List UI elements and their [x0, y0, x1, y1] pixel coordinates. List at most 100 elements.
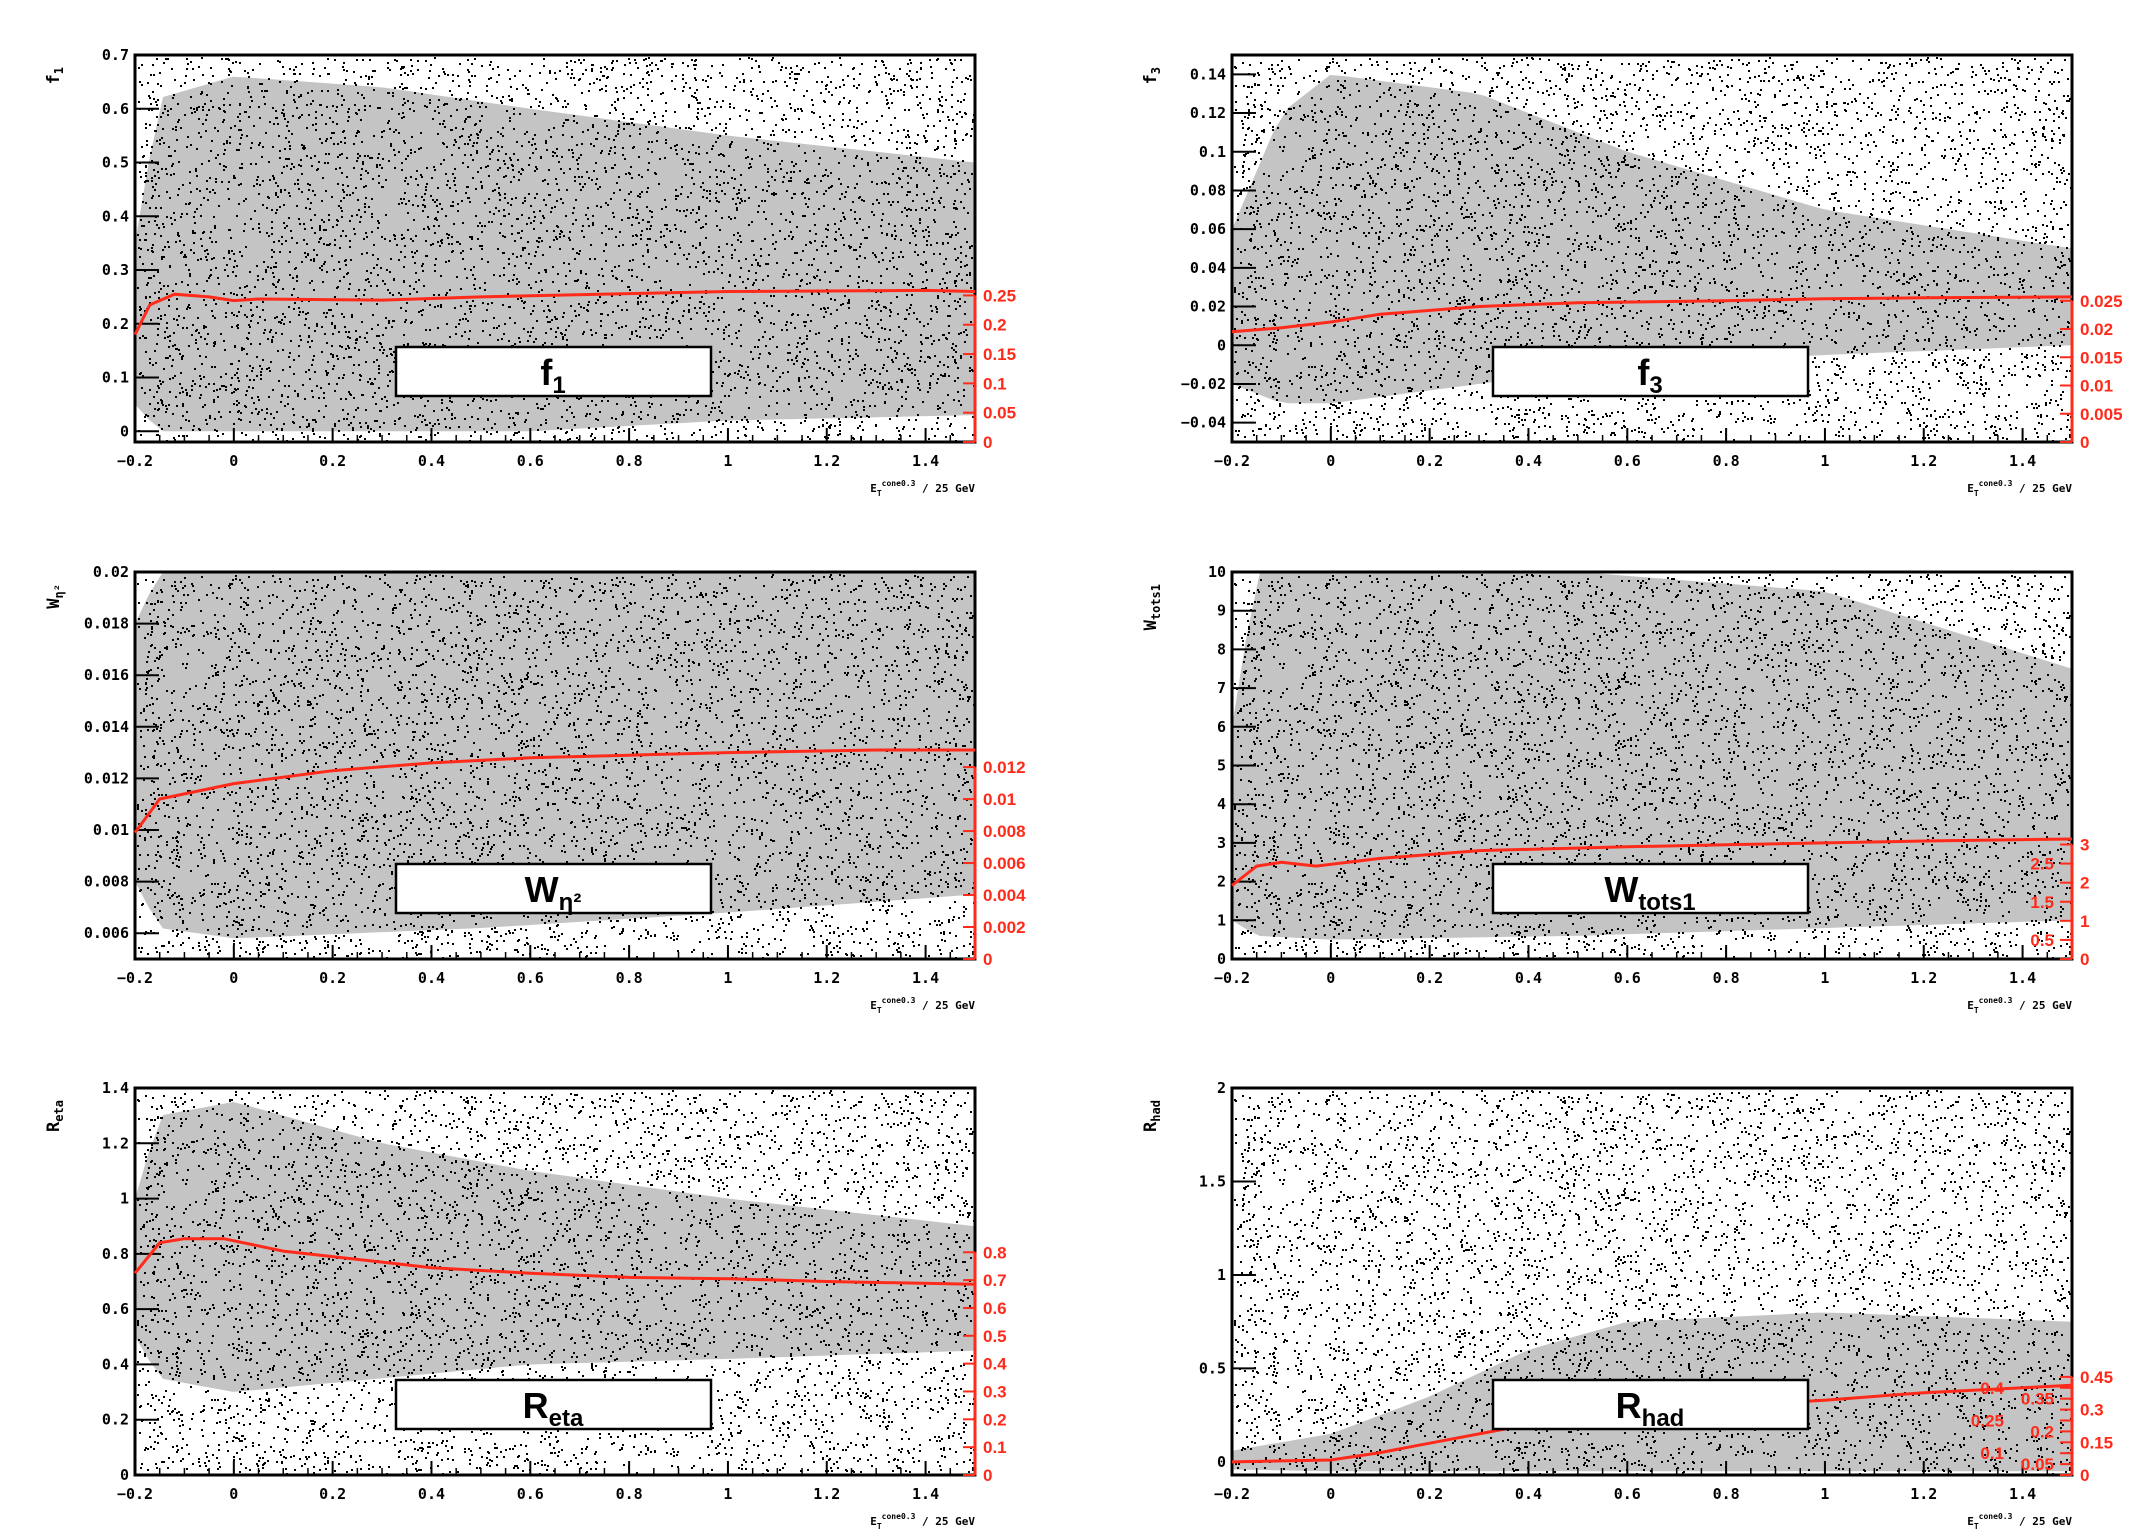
mean-curve [133, 288, 976, 336]
x-tick-label: 0.6 [1614, 969, 1641, 987]
scatter-points [1234, 574, 2072, 959]
legend-label-sub: 1 [552, 372, 565, 399]
x-axis-title-sub: T [1974, 1006, 1979, 1015]
scatter-density-band [135, 1102, 975, 1392]
y-tick-label: 1 [120, 1190, 129, 1208]
y-tick-label: 0.02 [93, 563, 129, 581]
right-tick-label: 0.4 [983, 1355, 1007, 1374]
y-tick-label: 0.014 [84, 718, 129, 736]
y-tick-label: 0.3 [102, 261, 129, 279]
scatter-points [137, 57, 975, 442]
x-tick-label: 0.4 [1515, 969, 1542, 987]
right-tick-label: 0.05 [2021, 1455, 2054, 1474]
legend-label-main: W [525, 869, 559, 910]
right-tick-label: 0.005 [2080, 405, 2123, 424]
legend-label: Wη² [525, 869, 582, 916]
y-tick-label: 0.02 [1190, 298, 1226, 316]
right-tick-label: 0 [2080, 1466, 2089, 1485]
legend-frame [394, 1378, 713, 1431]
x-tick-label: 0.8 [616, 452, 643, 470]
scatter-points [137, 574, 975, 959]
plot-f3: −0.2 0 0.2 0.4 0.6 0.8 1 1.2 1.4 −0.04 −0.02 0 0.02 0… [1141, 53, 2123, 498]
right-tick-label: 0.7 [983, 1271, 1007, 1290]
x-tick-label: 0 [229, 969, 238, 987]
y-axis-title-main: f [44, 74, 64, 84]
legend-frame [394, 345, 713, 398]
y-tick-label: 0.2 [102, 1411, 129, 1429]
right-tick-label: 0.1 [983, 374, 1007, 393]
right-tick-label: 0 [983, 950, 992, 969]
y-tick-label: −0.02 [1181, 375, 1226, 393]
x-tick-label: −0.2 [1214, 969, 1250, 987]
right-tick-label: 0.25 [983, 286, 1016, 305]
y-tick-label: 0.12 [1190, 104, 1226, 122]
right-tick-label: 0.25 [1971, 1411, 2004, 1430]
y-tick-label: 4 [1217, 795, 1226, 813]
x-tick-label: −0.2 [1214, 452, 1250, 470]
y-tick-label: 0.4 [102, 207, 129, 225]
x-tick-label: 0.2 [319, 1485, 346, 1503]
x-axis-title-sup: cone0.3 [1979, 996, 2013, 1005]
y-tick-label: −0.04 [1181, 414, 1226, 432]
y-tick-label: 1.4 [102, 1079, 129, 1097]
x-axis-title-main: E [1967, 482, 1974, 495]
x-tick-label: 0 [1326, 1485, 1335, 1503]
y-tick-label: 0 [1217, 336, 1226, 354]
y-tick-label: 0.01 [93, 821, 129, 839]
y-axis-title-main: R [1141, 1121, 1161, 1132]
x-tick-label: 1 [1820, 1485, 1829, 1503]
x-tick-label: 1.4 [912, 1485, 939, 1503]
y-axis-title-sub: tots1 [1149, 584, 1163, 620]
x-tick-label: 0.8 [1713, 969, 1740, 987]
right-tick-label: 0.35 [2021, 1390, 2054, 1409]
mean-curve [1231, 295, 2073, 334]
y-axis-title-sub: had [1149, 1100, 1163, 1122]
legend-box: Reta [394, 1378, 713, 1432]
x-tick-label: 1 [1820, 969, 1829, 987]
y-tick-label: 0.012 [84, 769, 129, 787]
x-tick-label: 0.4 [1515, 1485, 1542, 1503]
y-tick-label: 0.018 [84, 615, 129, 633]
y-tick-label: 1 [1217, 1266, 1226, 1284]
x-tick-label: 1.4 [2009, 452, 2036, 470]
legend-box: f1 [394, 345, 713, 399]
y-axis-title-main: R [44, 1121, 64, 1132]
x-tick-label: 0.8 [616, 1485, 643, 1503]
x-tick-label: 1.4 [2009, 1485, 2036, 1503]
x-tick-label: 0.6 [517, 452, 544, 470]
x-tick-label: 1 [723, 452, 732, 470]
x-tick-label: 0.6 [517, 1485, 544, 1503]
x-axis-title-rest: / 25 GeV [2012, 482, 2072, 495]
x-axis-title: ETcone0.3 / 25 GeV [870, 1512, 975, 1531]
y-tick-label: 0.006 [84, 924, 129, 942]
x-axis-title-main: E [870, 999, 877, 1012]
x-tick-label: 0.4 [1515, 452, 1542, 470]
y-axis-title-sub: η² [52, 584, 66, 598]
legend-label-sub: 3 [1649, 372, 1662, 399]
x-axis-title-sub: T [877, 489, 882, 498]
x-tick-label: 0 [229, 1485, 238, 1503]
x-axis-title-main: E [1967, 1515, 1974, 1528]
right-tick-label: 0.45 [2080, 1368, 2113, 1387]
legend-box: Rhad [1491, 1378, 1810, 1432]
y-tick-label: 9 [1217, 602, 1226, 620]
y-axis-title: f3 [1141, 67, 1163, 84]
right-tick-label: 2.5 [2030, 855, 2054, 874]
x-axis-title-rest: / 25 GeV [2012, 999, 2072, 1012]
x-tick-label: 1 [723, 969, 732, 987]
x-tick-label: 0.2 [1416, 1485, 1443, 1503]
legend-box: Wtots1 [1491, 862, 1810, 916]
right-tick-label: 0 [2080, 433, 2089, 452]
y-tick-label: 0.14 [1190, 65, 1226, 83]
x-tick-label: 0.4 [418, 969, 445, 987]
x-axis-title-main: E [870, 482, 877, 495]
x-axis-title-sup: cone0.3 [882, 1512, 916, 1521]
y-axis-title-sub: 3 [1149, 67, 1163, 74]
scatter-density-band [1232, 572, 2072, 940]
right-tick-label: 0.01 [983, 790, 1016, 809]
plot-f1: −0.2 0 0.2 0.4 0.6 0.8 1 1.2 1.4 0 0.1 0.2 0.3 0.4 0.5… [44, 46, 1016, 498]
y-tick-label: 2 [1217, 1079, 1226, 1097]
x-tick-label: 0.6 [1614, 1485, 1641, 1503]
scatter-points [137, 1090, 975, 1475]
